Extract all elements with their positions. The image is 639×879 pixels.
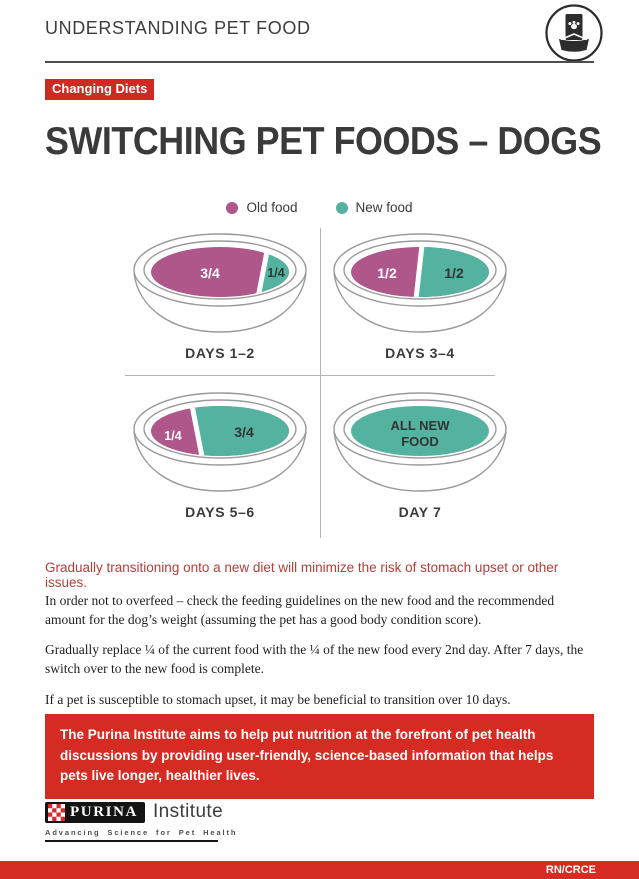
portion-label-new: 1/4 xyxy=(267,266,284,280)
new-food-portion xyxy=(351,406,489,456)
lead-text: Gradually transitioning onto a new diet … xyxy=(45,560,559,590)
food-bowl-shape xyxy=(559,39,589,52)
grid-horizontal-divider xyxy=(125,375,495,376)
bowl-days-1-2: 3/4 1/4 DAYS 1–2 xyxy=(125,231,315,361)
purina-checkerboard-icon xyxy=(48,803,65,821)
dog-bowl-illustration: ALL NEW FOOD xyxy=(333,392,507,492)
day-label: DAYS 3–4 xyxy=(385,345,455,361)
bowl-days-3-4: 1/2 1/2 DAYS 3–4 xyxy=(325,231,515,361)
dog-bowl-illustration: 3/4 1/4 xyxy=(133,233,307,333)
portion-label-all-new-2: FOOD xyxy=(401,434,439,449)
page-title: SWITCHING PET FOODS – DOGS xyxy=(45,120,602,163)
bowl-day-7: ALL NEW FOOD DAY 7 xyxy=(325,390,515,520)
logo-tagline: Advancing Science for Pet Health xyxy=(45,828,238,837)
doc-code: RN/CRCE xyxy=(545,864,596,876)
page-header-title: UNDERSTANDING PET FOOD xyxy=(45,18,311,38)
body-text: In order not to overfeed – check the fee… xyxy=(45,591,594,720)
legend: Old food New food xyxy=(0,200,639,215)
day-label: DAY 7 xyxy=(398,504,442,520)
day-label: DAYS 1–2 xyxy=(185,345,255,361)
legend-item-new-food: New food xyxy=(335,200,413,215)
purina-wordmark: PURINA xyxy=(70,803,138,820)
day-label: DAYS 5–6 xyxy=(185,504,255,520)
purina-logo-box: PURINA xyxy=(45,801,145,823)
dog-bowl-illustration: 1/4 3/4 xyxy=(133,392,307,492)
body-paragraph-1: In order not to overfeed – check the fee… xyxy=(45,593,555,628)
portion-label-all-new-1: ALL NEW xyxy=(391,418,451,433)
dog-bowl-illustration: 1/2 1/2 xyxy=(333,233,507,333)
purina-institute-info-box: The Purina Institute aims to help put nu… xyxy=(45,714,594,799)
body-paragraph-2: Gradually replace ¼ of the current food … xyxy=(45,642,584,677)
portion-label-new: 3/4 xyxy=(234,424,254,440)
new-food-dot-icon xyxy=(335,201,348,214)
header-divider xyxy=(45,61,594,63)
grid-vertical-divider xyxy=(320,228,321,538)
bowl-days-5-6: 1/4 3/4 DAYS 5–6 xyxy=(125,390,315,520)
footer-bar: RN/CRCE xyxy=(0,861,639,879)
portion-label-new: 1/2 xyxy=(444,265,464,281)
legend-item-old-food: Old food xyxy=(226,200,298,215)
body-paragraph-3: If a pet is susceptible to stomach upset… xyxy=(45,691,511,707)
purina-institute-logo: PURINA Institute Advancing Science for P… xyxy=(45,801,237,842)
institute-wordmark: Institute xyxy=(152,801,224,822)
changing-diets-badge: Changing Diets xyxy=(45,79,155,100)
paw-print-icon xyxy=(568,20,580,30)
legend-label-old-food: Old food xyxy=(246,200,298,215)
portion-label-old: 3/4 xyxy=(200,265,220,281)
portion-label-old: 1/4 xyxy=(164,429,181,443)
legend-label-new-food: New food xyxy=(355,200,413,215)
pet-food-bag-and-bowl-icon xyxy=(545,4,603,62)
logo-tagline-rule xyxy=(45,840,218,842)
portion-label-old: 1/2 xyxy=(377,265,397,281)
old-food-dot-icon xyxy=(226,201,239,214)
